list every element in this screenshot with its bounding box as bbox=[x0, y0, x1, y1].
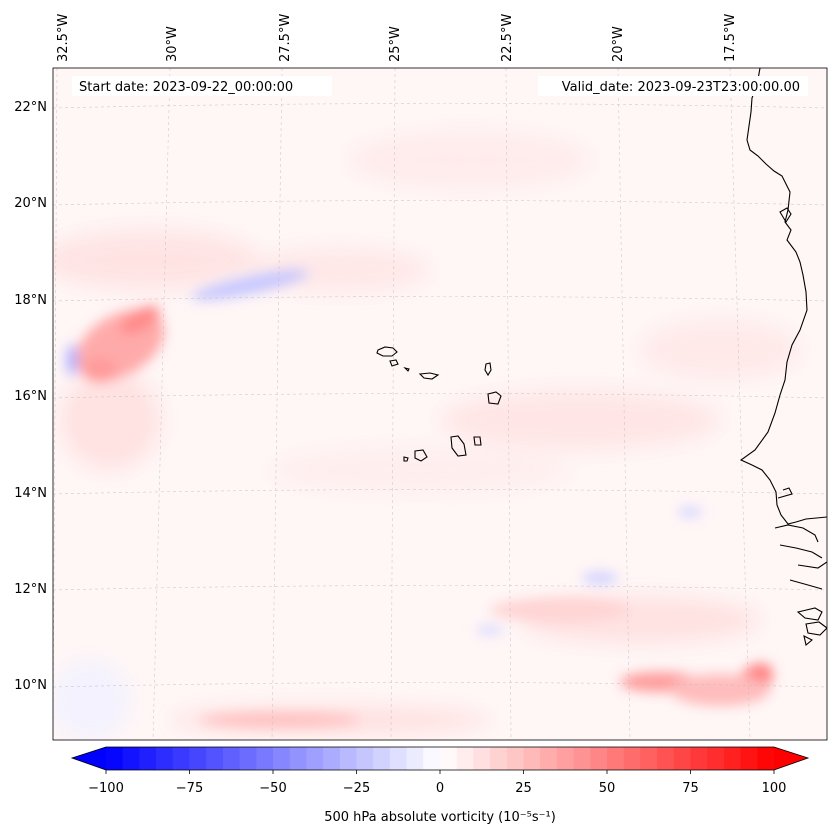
longitude-labels: 32.5°W 30°W 27.5°W 25°W 22.5°W 20°W 17.5… bbox=[56, 14, 738, 62]
lon-label-22-5w: 22.5°W bbox=[500, 14, 515, 62]
colorbar-segment bbox=[440, 747, 458, 770]
colorbar-segment bbox=[306, 747, 324, 770]
map-frame bbox=[52, 67, 828, 741]
colorbar-segment bbox=[206, 747, 224, 770]
island-maio bbox=[473, 436, 482, 446]
colorbar-segment bbox=[122, 747, 140, 770]
valid-date-label: Valid_date: 2023-09-23T23:00:00.00 bbox=[562, 80, 800, 95]
lat-label-10n: 10°N bbox=[14, 678, 47, 693]
colorbar-tick-label: 0 bbox=[436, 781, 444, 796]
colorbar-tick-label: −50 bbox=[259, 781, 286, 796]
cabo-verde-islands bbox=[376, 346, 502, 462]
lat-label-12n: 12°N bbox=[14, 582, 47, 597]
island-santa-luzia bbox=[403, 366, 410, 372]
colorbar-segment bbox=[423, 747, 441, 770]
island-sao-nicolau bbox=[418, 372, 440, 380]
island-sao-vicente bbox=[389, 359, 399, 367]
island-brava bbox=[403, 456, 409, 462]
colorbar-tick-label: 25 bbox=[515, 781, 532, 796]
start-date-box bbox=[72, 76, 332, 96]
colorbar-tick-label: −100 bbox=[88, 781, 124, 796]
colorbar-segment bbox=[389, 747, 408, 770]
colorbar-label: 500 hPa absolute vorticity (10⁻⁵s⁻¹) bbox=[324, 810, 556, 825]
lon-label-27-5w: 27.5°W bbox=[278, 14, 293, 62]
colorbar-segment bbox=[740, 747, 758, 770]
colorbar-tick-label: 75 bbox=[682, 781, 699, 796]
colorbar-tick-label: −25 bbox=[343, 781, 370, 796]
island-santo-antao bbox=[376, 346, 398, 357]
colorbar-segment bbox=[690, 747, 708, 770]
island-santiago bbox=[450, 435, 467, 457]
colorbar-segments bbox=[72, 747, 808, 770]
colorbar: −100 −75 −50 −25 0 25 50 75 100 500 hPa absolute… bbox=[70, 746, 810, 825]
colorbar-segment bbox=[406, 747, 424, 770]
latitude-labels: 22°N 20°N 18°N 16°N 14°N 12°N 10°N bbox=[14, 100, 47, 693]
colorbar-segment bbox=[289, 747, 307, 770]
colorbar-segment bbox=[523, 747, 541, 770]
map-panel: Start date: 2023-09-22_00:00:00 Valid_da… bbox=[52, 67, 828, 741]
colorbar-segment bbox=[607, 747, 625, 770]
lon-label-17-5w: 17.5°W bbox=[723, 14, 738, 62]
colorbar-segment bbox=[373, 747, 391, 770]
colorbar-segment bbox=[172, 747, 191, 770]
colorbar-segment bbox=[673, 747, 692, 770]
colorbar-tick-label: 100 bbox=[762, 781, 787, 796]
lat-label-14n: 14°N bbox=[14, 486, 47, 501]
lon-label-25w: 25°W bbox=[388, 26, 403, 62]
colorbar-extend-high bbox=[774, 747, 808, 770]
colorbar-segment bbox=[323, 747, 341, 770]
vorticity-field bbox=[53, 132, 800, 740]
colorbar-segment bbox=[106, 747, 124, 770]
lat-label-22n: 22°N bbox=[14, 100, 47, 115]
colorbar-segment bbox=[490, 747, 508, 770]
colorbar-segment bbox=[273, 747, 291, 770]
colorbar-tick-label: 50 bbox=[599, 781, 616, 796]
colorbar-segment bbox=[640, 747, 658, 770]
colorbar-tick-label: −75 bbox=[176, 781, 203, 796]
lat-label-16n: 16°N bbox=[14, 389, 47, 404]
colorbar-segment bbox=[189, 747, 207, 770]
colorbar-extend-low bbox=[72, 747, 106, 770]
colorbar-segment bbox=[256, 747, 274, 770]
island-boa-vista bbox=[487, 391, 502, 405]
colorbar-segment bbox=[623, 747, 641, 770]
lat-label-18n: 18°N bbox=[14, 293, 47, 308]
colorbar-segment bbox=[556, 747, 575, 770]
island-fogo bbox=[414, 449, 428, 462]
island-sal bbox=[484, 362, 492, 377]
colorbar-ticks: −100 −75 −50 −25 0 25 50 75 100 bbox=[88, 770, 786, 796]
colorbar-segment bbox=[723, 747, 742, 770]
valid-date-box bbox=[538, 76, 808, 96]
lat-label-20n: 20°N bbox=[14, 196, 47, 211]
colorbar-segment bbox=[590, 747, 608, 770]
start-date-label: Start date: 2023-09-22_00:00:00 bbox=[79, 80, 293, 95]
lon-label-20w: 20°W bbox=[611, 26, 626, 62]
colorbar-segment bbox=[540, 747, 558, 770]
colorbar-segment bbox=[657, 747, 675, 770]
lon-label-32-5w: 32.5°W bbox=[56, 14, 71, 62]
west-africa-coastline bbox=[739, 68, 827, 647]
lon-label-30w: 30°W bbox=[165, 26, 180, 62]
colorbar-segment bbox=[239, 747, 257, 770]
colorbar-segment bbox=[456, 747, 474, 770]
colorbar-segment bbox=[222, 747, 241, 770]
gridlines bbox=[53, 68, 827, 740]
colorbar-segment bbox=[339, 747, 358, 770]
colorbar-segment bbox=[707, 747, 725, 770]
colorbar-segment bbox=[757, 747, 775, 770]
colorbar-segment bbox=[573, 747, 591, 770]
colorbar-segment bbox=[506, 747, 525, 770]
colorbar-segment bbox=[156, 747, 174, 770]
colorbar-segment bbox=[139, 747, 157, 770]
colorbar-segment bbox=[356, 747, 374, 770]
colorbar-segment bbox=[473, 747, 491, 770]
